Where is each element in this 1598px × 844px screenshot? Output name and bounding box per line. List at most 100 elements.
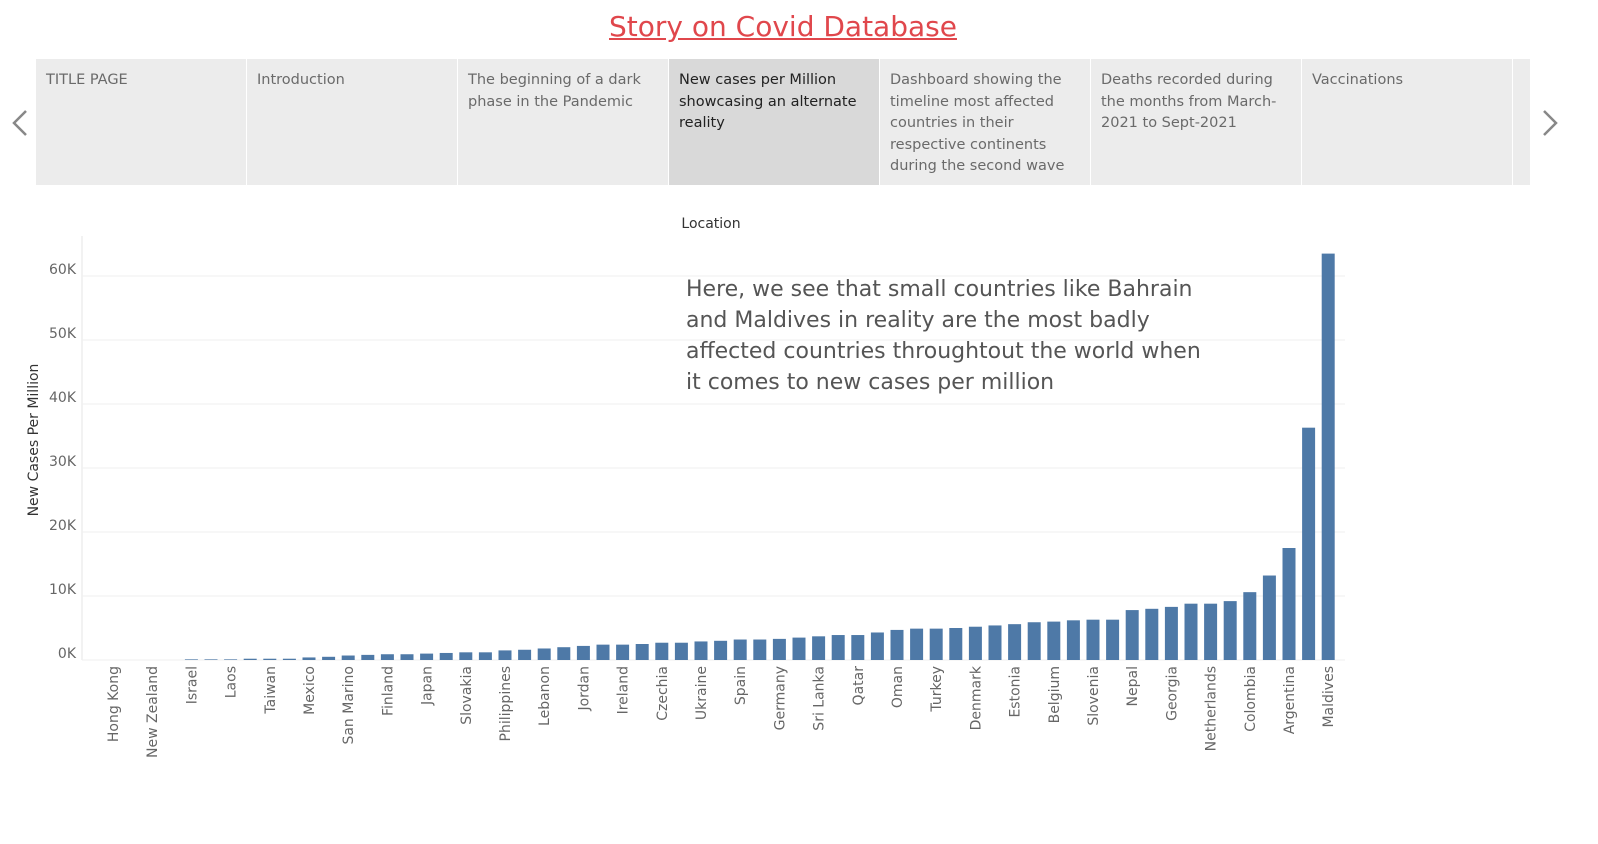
y-tick-label: 40K	[49, 390, 77, 406]
bar	[1282, 548, 1296, 660]
x-tick-label: Philippines	[498, 666, 514, 741]
bar	[1027, 622, 1041, 660]
x-tick-label: Finland	[380, 666, 396, 716]
next-arrow[interactable]	[1538, 108, 1562, 138]
x-tick-label: Nepal	[1125, 666, 1141, 706]
bar	[400, 654, 414, 660]
bar	[439, 652, 453, 660]
story-point[interactable]: The beginning of a dark phase in the Pan…	[458, 59, 668, 185]
y-tick-label: 60K	[49, 262, 77, 278]
x-tick-label: Turkey	[929, 666, 945, 713]
bar	[674, 642, 688, 660]
bar	[910, 628, 924, 660]
bar	[361, 654, 375, 660]
bar	[929, 628, 943, 660]
x-tick-label: Qatar	[851, 666, 867, 706]
bar	[988, 625, 1002, 660]
bar	[459, 652, 473, 660]
bar	[1047, 621, 1061, 660]
bar	[341, 655, 355, 660]
bar	[733, 639, 747, 660]
bar	[282, 658, 296, 660]
x-tick-label: Czechia	[655, 666, 671, 721]
x-tick-label: Germany	[772, 666, 788, 730]
annotation: affected countries throughtout the world…	[686, 339, 1201, 364]
y-tick-label: 0K	[58, 646, 77, 662]
x-tick-label: Oman	[890, 666, 906, 708]
bar	[1204, 603, 1218, 660]
bar	[635, 644, 649, 660]
bar	[1223, 601, 1237, 660]
story-point[interactable]: Deaths recorded during the months from M…	[1091, 59, 1301, 185]
x-tick-label: Lebanon	[537, 666, 553, 726]
x-tick-label: Netherlands	[1204, 666, 1220, 751]
x-tick-label: Estonia	[1008, 666, 1024, 718]
bar	[596, 644, 610, 660]
bar	[557, 647, 571, 660]
x-tick-label: San Marino	[341, 666, 357, 745]
bar	[243, 658, 257, 660]
story-point[interactable]: Vaccinations	[1302, 59, 1512, 185]
bar	[949, 628, 963, 660]
bar	[812, 636, 826, 660]
bar	[1243, 592, 1257, 660]
bar	[380, 654, 394, 660]
bar	[537, 648, 551, 660]
bar	[1164, 606, 1178, 660]
bar	[655, 642, 669, 660]
bar	[1008, 624, 1022, 660]
x-tick-label: Jordan	[576, 666, 592, 712]
x-tick-label: Israel	[184, 666, 200, 704]
bar	[1125, 610, 1139, 660]
bar	[870, 632, 884, 660]
bar	[831, 635, 845, 660]
x-tick-label: Taiwan	[263, 666, 279, 715]
bar	[1086, 619, 1100, 660]
x-tick-label: Maldives	[1321, 666, 1337, 728]
bar	[694, 641, 708, 660]
story-point[interactable]: Introduction	[247, 59, 457, 185]
chart-title: Location	[681, 216, 740, 232]
y-axis-label: New Cases Per Million	[26, 364, 42, 517]
x-tick-label: Ireland	[616, 666, 632, 714]
bar	[518, 649, 532, 660]
x-tick-label: Mexico	[302, 666, 318, 715]
bar	[772, 638, 786, 660]
bar	[1262, 575, 1276, 660]
bar	[616, 644, 630, 660]
bar	[184, 659, 198, 660]
story-title: Story on Covid Database	[609, 10, 957, 43]
y-tick-label: 10K	[49, 582, 77, 598]
y-tick-label: 20K	[49, 518, 77, 534]
bar	[204, 659, 218, 660]
bar	[322, 656, 336, 660]
bar	[890, 629, 904, 660]
x-tick-label: Georgia	[1164, 666, 1180, 721]
x-tick-label: Colombia	[1243, 666, 1259, 732]
x-tick-label: Slovenia	[1086, 666, 1102, 726]
story-point[interactable]: Dashboard showing the timeline most affe…	[880, 59, 1090, 185]
bar	[792, 637, 806, 660]
prev-arrow[interactable]	[8, 108, 32, 138]
x-tick-label: Ukraine	[694, 666, 710, 720]
y-tick-label: 30K	[49, 454, 77, 470]
story-point[interactable]: New cases per Million showcasing an alte…	[669, 59, 879, 185]
bar	[1302, 427, 1316, 660]
x-tick-label: Sri Lanka	[812, 666, 828, 731]
x-tick-label: Belgium	[1047, 666, 1063, 723]
story-point[interactable]	[1513, 59, 1530, 185]
bar	[224, 659, 238, 660]
x-tick-label: Spain	[733, 666, 749, 705]
bar	[1184, 603, 1198, 660]
bar	[263, 658, 277, 660]
bar	[1321, 253, 1335, 660]
story-point[interactable]: TITLE PAGE	[36, 59, 246, 185]
bar	[968, 626, 982, 660]
bar	[478, 652, 492, 660]
bar	[576, 645, 590, 660]
bar	[851, 635, 865, 660]
bar	[1145, 608, 1159, 660]
x-tick-label: Japan	[420, 666, 436, 706]
